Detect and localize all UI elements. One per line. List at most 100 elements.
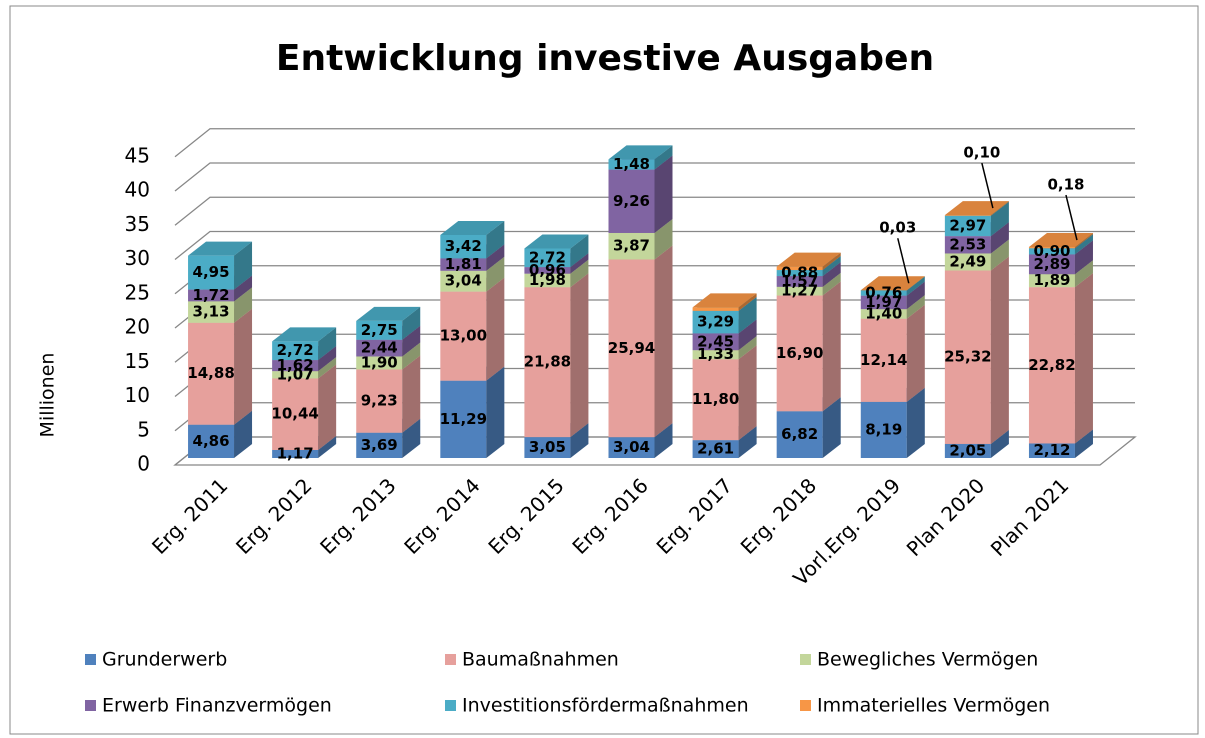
bar-front [860,401,907,458]
bar-front [440,234,487,259]
bar-side [234,275,253,302]
bar-front [440,270,487,292]
data-label: 6,82 [781,425,818,443]
bar-front [272,449,319,458]
y-tick-label: 25 [125,280,150,304]
data-label: 11,80 [692,390,739,408]
leader-line [897,238,910,284]
bar-side-shade [822,281,841,412]
bar-side-shade [234,241,253,290]
bar-side [822,397,841,458]
bar-side [822,281,841,412]
data-label: 1,81 [445,255,482,273]
bar-side [822,272,841,296]
bar-front [188,322,235,425]
bar-side [906,387,925,458]
bar-front [944,215,991,216]
bar-side-shade [1074,260,1093,288]
bar-side [654,423,673,458]
bar-side [654,245,673,438]
bar-side-shade [234,410,253,458]
bar-front [524,273,571,288]
bar-front [608,169,655,233]
bar-front [524,248,571,268]
bar-side [990,239,1009,271]
bar-side [906,276,925,291]
bar-side-shade [906,387,925,458]
bar-segment [608,145,673,170]
bar-side-shade [318,435,337,458]
data-label: 21,88 [524,353,571,371]
bar-side [402,325,421,357]
legend-label: Bewegliches Vermögen [817,649,1038,671]
bar-side [402,418,421,458]
data-label: 3,69 [361,436,398,454]
y-tick-label: 0 [137,452,150,476]
bar-top [608,145,673,160]
bar-front [356,432,403,458]
bar-top-shade [692,293,757,308]
bar-side [570,273,589,438]
bar-front [776,276,823,287]
bar-front [1028,287,1075,444]
legend-label: Erwerb Finanzvermögen [102,695,332,717]
bar-front [944,270,991,444]
bar-front [944,443,991,458]
bar-front [776,295,823,412]
bar-front [440,380,487,458]
bar-side-shade [486,220,505,259]
bar-side [906,295,925,319]
bar-side-shade [318,346,337,372]
bar-front [1028,247,1075,249]
data-label: 1,97 [865,293,902,311]
bar-side-shade [486,256,505,292]
bar-front [272,371,319,379]
bar-side [738,319,757,351]
y-tick-label: 5 [137,417,150,441]
bar-side [570,234,589,268]
bar-side [486,277,505,381]
bar-side [654,155,673,233]
data-label: 1,33 [697,345,734,363]
bar-side-shade [234,275,253,302]
bar-segment [776,252,841,271]
bar-side-shade [654,423,673,458]
bar-side-shade [738,319,757,351]
data-label: 8,19 [865,420,902,438]
grid-line [174,128,1135,158]
bar-side [654,218,673,260]
bar-front [860,295,907,310]
bar-top [272,327,337,342]
data-label: 1,98 [529,271,566,289]
bar-side-shade [318,357,337,379]
bar-side [318,327,337,361]
bar-side [906,276,925,296]
bar-front [776,266,823,271]
bar-side-shade [402,418,421,458]
bar-side [738,426,757,458]
data-label: 16,90 [776,344,823,362]
bar-side-shade [570,259,589,288]
bar-front [524,287,571,438]
data-label: 22,82 [1028,356,1075,374]
data-label: 4,95 [193,263,230,281]
data-label: 3,04 [613,438,650,456]
data-label: 3,42 [445,237,482,255]
bar-segment [188,241,253,290]
bar-top-shade [524,234,589,249]
bar-side-shade [654,155,673,233]
bar-side [990,201,1009,216]
data-label: 2,72 [529,248,566,266]
bar-side-shade [318,327,337,361]
data-label: 1,90 [361,353,398,371]
bar-side-shade [1074,429,1093,458]
bar-segment [440,220,505,259]
bar-side [486,244,505,271]
bar-side-shade [906,304,925,402]
bar-side [1074,240,1093,275]
bar-segment [272,327,337,361]
bar-side [822,262,841,287]
bar-top-shade [272,327,337,342]
data-label: 25,94 [608,339,655,357]
bar-front [608,437,655,458]
